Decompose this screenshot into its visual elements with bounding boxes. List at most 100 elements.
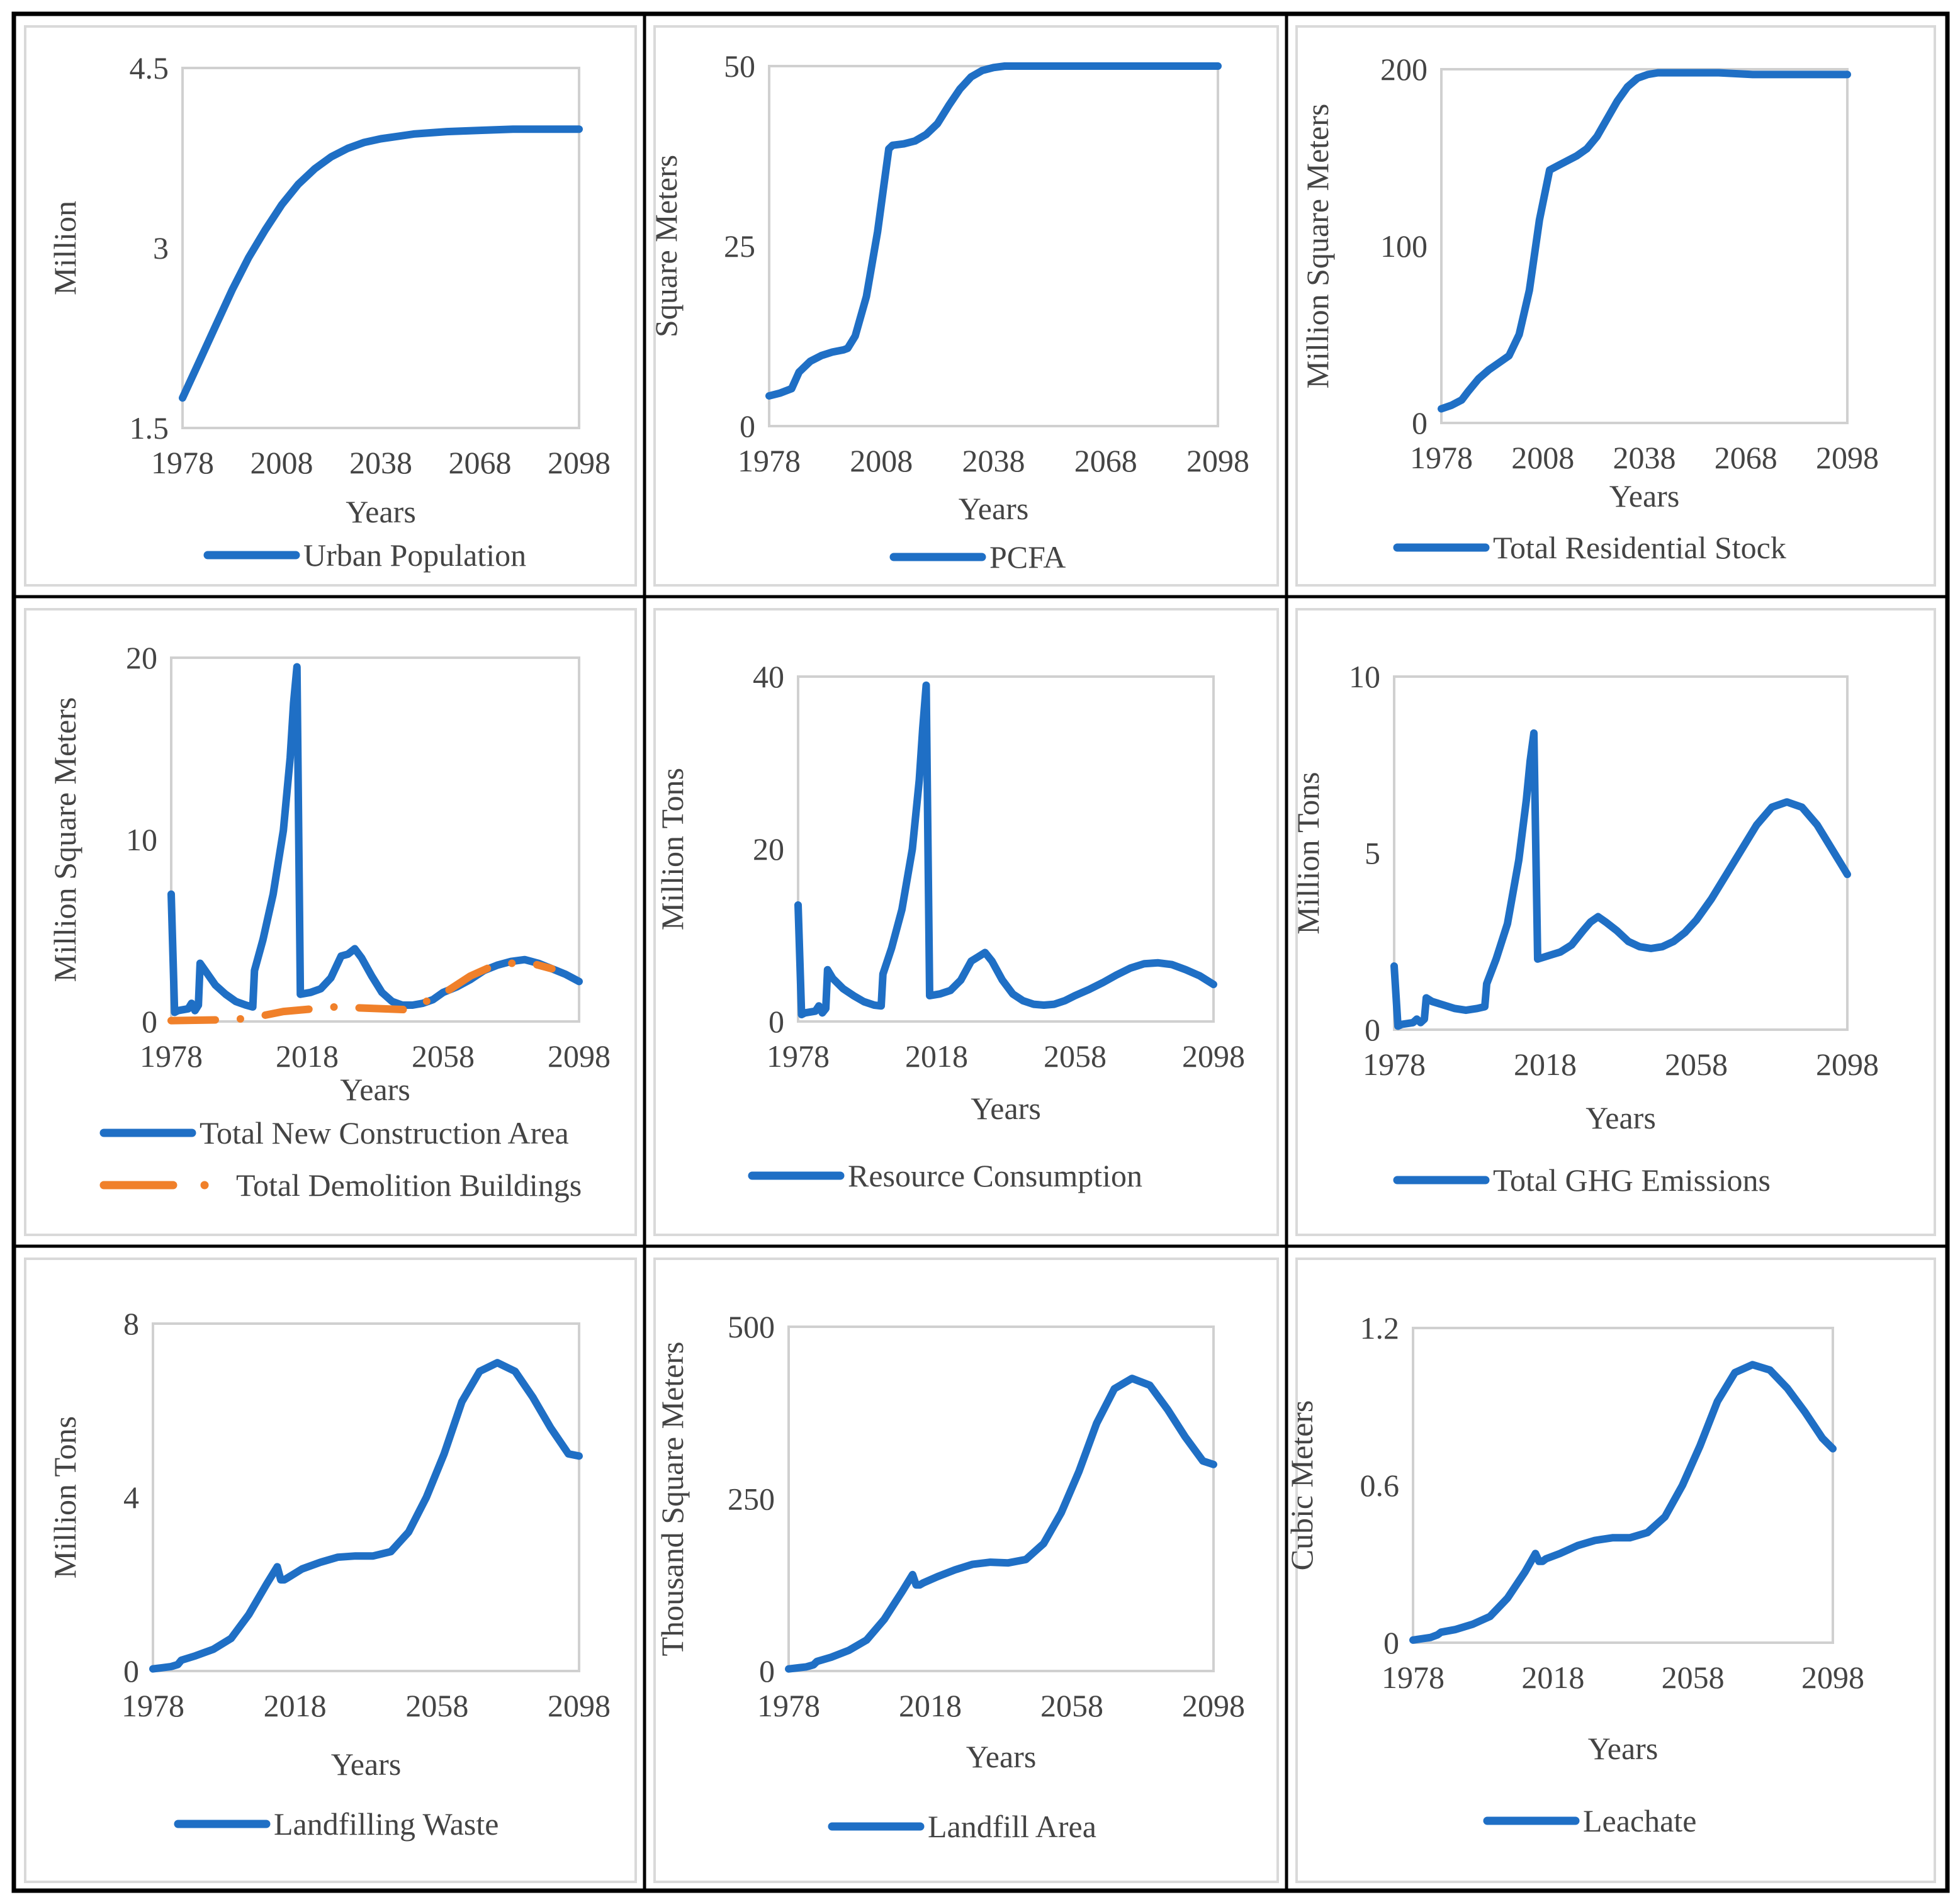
x-tick-label: 2098 xyxy=(548,1688,611,1723)
y-tick-label: 100 xyxy=(1380,228,1428,264)
y-tick-label: 0 xyxy=(142,1004,157,1039)
x-tick-label: 2058 xyxy=(1665,1047,1728,1082)
x-axis-title: Years xyxy=(966,1739,1037,1774)
legend-label: PCFA xyxy=(989,539,1066,575)
series-line xyxy=(1409,1361,1837,1644)
plot-area xyxy=(1393,675,1849,1031)
y-tick-label: 500 xyxy=(728,1309,775,1344)
y-axis-title: Million Tons xyxy=(47,1416,82,1578)
x-tick-label: 2098 xyxy=(548,1038,611,1074)
y-axis-title: Million Tons xyxy=(1290,772,1326,934)
x-tick-label: 2008 xyxy=(251,445,313,480)
x-tick-label: 2018 xyxy=(899,1688,962,1723)
y-axis-title: Million xyxy=(47,201,82,295)
y-tick-label: 4 xyxy=(123,1480,139,1515)
panel-border xyxy=(1295,25,1936,587)
panel-border xyxy=(1295,608,1936,1236)
x-tick-label: 1978 xyxy=(121,1688,184,1723)
y-axis-title: Thousand Square Meters xyxy=(655,1342,690,1657)
panel-border xyxy=(24,1258,637,1883)
y-axis-title: Square Meters xyxy=(648,155,684,337)
x-tick-label: 2018 xyxy=(1521,1660,1584,1695)
x-tick-label: 2098 xyxy=(1182,1688,1245,1723)
x-tick-label: 2018 xyxy=(276,1038,339,1074)
x-tick-label: 2058 xyxy=(1662,1660,1725,1695)
y-tick-label: 5 xyxy=(1365,836,1380,871)
x-tick-label: 2008 xyxy=(1511,440,1574,475)
x-axis-title: Years xyxy=(971,1091,1041,1126)
plot-area xyxy=(1412,1327,1834,1644)
x-tick-label: 2018 xyxy=(905,1038,968,1074)
series-line xyxy=(149,1359,583,1673)
y-tick-label: 0 xyxy=(1412,405,1428,441)
x-tick-label: 1978 xyxy=(1382,1660,1445,1695)
x-tick-label: 1978 xyxy=(1363,1047,1426,1082)
chart-panel-5: 1978 2018 2058 2098 0 20 40 Years Million Tons Re… xyxy=(653,608,1279,1236)
x-tick-label: 2068 xyxy=(1074,443,1137,478)
y-tick-label: 0 xyxy=(759,1653,775,1689)
y-axis-title: Cubic Meters xyxy=(1284,1400,1319,1571)
panel-border xyxy=(1295,1258,1936,1883)
panel-border xyxy=(653,1258,1279,1883)
legend-label: Resource Consumption xyxy=(848,1158,1142,1193)
x-tick-label: 2058 xyxy=(1044,1038,1107,1074)
x-axis-title: Years xyxy=(331,1747,402,1782)
legend-label: Total Residential Stock xyxy=(1493,530,1786,565)
panel-frames xyxy=(11,11,1950,1893)
panel-border xyxy=(653,608,1279,1236)
x-tick-label: 2038 xyxy=(1613,440,1676,475)
legend-label: Landfill Area xyxy=(928,1809,1096,1844)
x-tick-label: 2098 xyxy=(1182,1038,1245,1074)
series-line xyxy=(1438,69,1851,413)
series-line xyxy=(179,125,583,402)
y-tick-label: 200 xyxy=(1380,52,1428,87)
legend-label: Total New Construction Area xyxy=(200,1115,569,1151)
x-tick-label: 2098 xyxy=(548,445,611,480)
x-tick-label: 1978 xyxy=(767,1038,830,1074)
series-line xyxy=(794,681,1217,1018)
legend-label: Total GHG Emissions xyxy=(1493,1162,1771,1198)
x-tick-label: 2068 xyxy=(449,445,512,480)
legend-label: Urban Population xyxy=(303,537,526,573)
x-tick-label: 2098 xyxy=(1801,1660,1864,1695)
panel-border xyxy=(653,25,1279,587)
x-axis-title: Years xyxy=(1585,1100,1656,1135)
y-tick-label: 0 xyxy=(769,1004,784,1039)
y-tick-label: 0 xyxy=(1383,1625,1399,1660)
chart-panel-9: 1978 2018 2058 2098 0 0.6 1.2 Years Cubic Meters… xyxy=(1284,1258,1936,1883)
chart-panel-6: 1978 2018 2058 2098 0 5 10 Years Million Tons Tot… xyxy=(1290,608,1936,1236)
series-line xyxy=(785,1375,1217,1673)
legend-label: Leachate xyxy=(1583,1803,1696,1838)
y-tick-label: 1.5 xyxy=(130,410,169,446)
outer-frame xyxy=(11,11,1950,1893)
chart-panel-1: 1978 2008 2038 2068 2098 1.5 3 4.5 Years Million U… xyxy=(24,25,637,587)
panel-border xyxy=(24,25,637,587)
x-tick-label: 2058 xyxy=(412,1038,475,1074)
x-tick-label: 1978 xyxy=(757,1688,820,1723)
chart-panel-8: 1978 2018 2058 2098 0 250 500 Years Thousand Squ… xyxy=(653,1258,1279,1883)
y-tick-label: 0 xyxy=(740,408,755,444)
x-tick-label: 1978 xyxy=(151,445,214,480)
y-tick-label: 25 xyxy=(724,228,755,264)
x-tick-label: 2098 xyxy=(1816,440,1879,475)
chart-panel-2: 1978 2008 2038 2068 2098 0 25 50 Years Square Met… xyxy=(648,25,1279,587)
charts-layer: 1978 2008 2038 2068 20981.534.5YearsMillionU… xyxy=(24,25,1936,1883)
y-tick-label: 20 xyxy=(126,640,157,675)
x-axis-title: Years xyxy=(1588,1731,1659,1766)
y-tick-label: 250 xyxy=(728,1482,775,1517)
y-tick-label: 8 xyxy=(123,1306,139,1341)
y-tick-label: 40 xyxy=(753,659,784,694)
y-tick-label: 4.5 xyxy=(130,50,169,86)
x-tick-label: 2038 xyxy=(962,443,1025,478)
y-tick-label: 0.6 xyxy=(1360,1468,1400,1503)
y-tick-label: 0 xyxy=(1365,1012,1380,1047)
y-axis-title: Million Square Meters xyxy=(47,697,82,982)
x-tick-label: 2098 xyxy=(1816,1047,1879,1082)
x-tick-label: 2068 xyxy=(1715,440,1777,475)
plot-area xyxy=(787,1325,1215,1672)
series-line xyxy=(765,62,1222,400)
x-tick-label: 1978 xyxy=(1410,440,1473,475)
x-axis-title: Years xyxy=(340,1072,410,1107)
x-tick-label: 2038 xyxy=(349,445,412,480)
